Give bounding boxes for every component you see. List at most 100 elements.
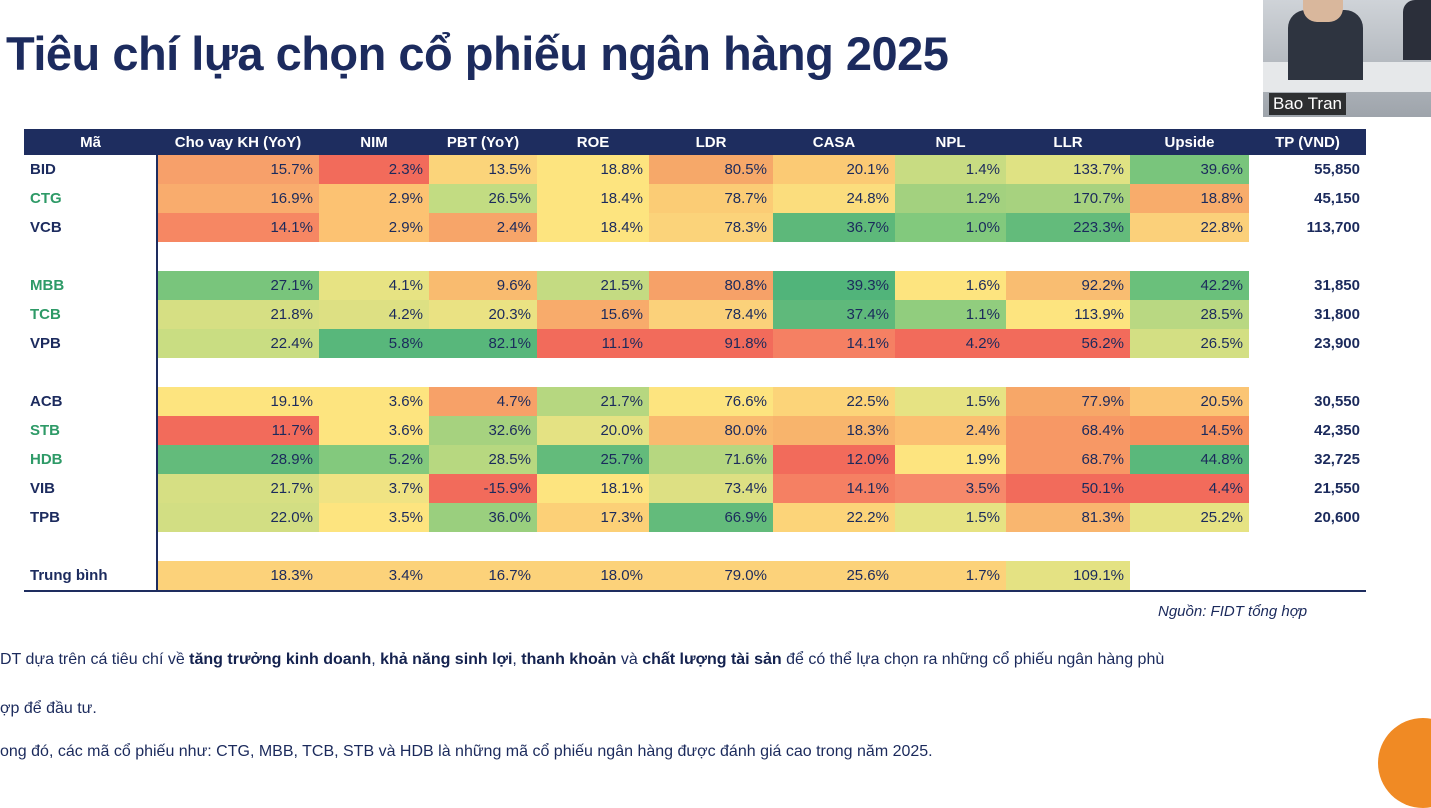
metric-cell: 113.9% (1006, 300, 1130, 329)
table-row: HDB 28.9% 5.2% 28.5% 25.7% 71.6% 12.0% 1.9% 68.7… (24, 445, 1366, 474)
empty-cell (895, 242, 1006, 271)
metric-cell: 1.9% (895, 445, 1006, 474)
average-metric-cell: 3.4% (319, 561, 429, 592)
metric-cell: 9.6% (429, 271, 537, 300)
metric-cell: 18.4% (537, 213, 649, 242)
metric-cell: 21.7% (157, 474, 319, 503)
ticker-cell: VCB (24, 213, 158, 242)
average-metric-cell: 16.7% (429, 561, 537, 592)
column-header: TP (VND) (1249, 129, 1366, 155)
metric-cell: 18.3% (773, 416, 895, 445)
target-price-cell: 31,850 (1314, 277, 1360, 294)
empty-cell (429, 242, 537, 271)
metric-cell: 18.8% (1130, 184, 1249, 213)
metric-cell: 24.8% (773, 184, 895, 213)
table-row: VPB 22.4% 5.8% 82.1% 11.1% 91.8% 14.1% 4.2% 56.2… (24, 329, 1366, 358)
webcam-thumbnail[interactable]: Bao Tran (1263, 0, 1431, 117)
empty-cell (157, 358, 319, 387)
empty-cell (1249, 242, 1366, 271)
metric-cell: 5.8% (319, 329, 429, 358)
column-header: LLR (1006, 129, 1130, 155)
table-row: STB 11.7% 3.6% 32.6% 20.0% 80.0% 18.3% 2.4% 68.4… (24, 416, 1366, 445)
average-metric-cell: 1.7% (895, 561, 1006, 592)
paragraph-text: và (616, 651, 643, 668)
metric-cell: 13.5% (429, 155, 537, 184)
metric-cell: 14.1% (157, 213, 319, 242)
metric-cell: 80.0% (649, 416, 773, 445)
paragraph-emphasis: tăng trưởng kinh doanh (189, 651, 372, 668)
empty-cell (537, 532, 649, 561)
paragraph-emphasis: chất lượng tài sản (642, 651, 782, 668)
metric-cell: 20.5% (1130, 387, 1249, 416)
average-metric-cell: 79.0% (649, 561, 773, 592)
metric-cell: 66.9% (649, 503, 773, 532)
metric-cell: 37.4% (773, 300, 895, 329)
metric-cell: 1.2% (895, 184, 1006, 213)
target-price-cell: 113,700 (1306, 219, 1360, 236)
metric-cell: 76.6% (649, 387, 773, 416)
metric-cell: 22.2% (773, 503, 895, 532)
webcam-name-label: Bao Tran (1269, 93, 1346, 115)
metric-cell: 73.4% (649, 474, 773, 503)
metric-cell: 4.1% (319, 271, 429, 300)
empty-cell (24, 242, 158, 271)
metric-cell: 1.6% (895, 271, 1006, 300)
bank-criteria-table: Mã Cho vay KH (YoY) NIM PBT (YoY) ROE LDR CASA… (24, 129, 1366, 592)
metric-cell: 19.1% (157, 387, 319, 416)
decorative-orange-shape (1378, 718, 1431, 808)
metric-cell: 20.0% (537, 416, 649, 445)
metric-cell: 80.5% (649, 155, 773, 184)
metric-cell: 27.1% (157, 271, 319, 300)
table-header-row: Mã Cho vay KH (YoY) NIM PBT (YoY) ROE LDR CASA… (24, 129, 1366, 155)
empty-cell (649, 358, 773, 387)
ticker-cell: CTG (24, 184, 158, 213)
empty-cell (895, 358, 1006, 387)
metric-cell: 18.1% (537, 474, 649, 503)
metric-cell: 36.0% (429, 503, 537, 532)
slide-title: Tiêu chí lựa chọn cổ phiếu ngân hàng 202… (6, 27, 949, 80)
column-header: LDR (649, 129, 773, 155)
metric-cell: 42.2% (1130, 271, 1249, 300)
column-header: NIM (319, 129, 429, 155)
metric-cell: 50.1% (1006, 474, 1130, 503)
metric-cell: 1.4% (895, 155, 1006, 184)
paragraph-text: , (512, 651, 522, 668)
metric-cell: 28.5% (1130, 300, 1249, 329)
table-row: VIB 21.7% 3.7% -15.9% 18.1% 73.4% 14.1% 3.5% 50.… (24, 474, 1366, 503)
column-header: Upside (1130, 129, 1249, 155)
metric-cell: 78.7% (649, 184, 773, 213)
metric-cell: 68.4% (1006, 416, 1130, 445)
ticker-cell: TCB (24, 300, 158, 329)
metric-cell: 20.1% (773, 155, 895, 184)
empty-cell (1006, 358, 1130, 387)
average-metric-cell: 18.0% (537, 561, 649, 592)
ticker-cell: ACB (24, 387, 158, 416)
metric-cell: 11.1% (537, 329, 649, 358)
metric-cell: 223.3% (1006, 213, 1130, 242)
metric-cell: 170.7% (1006, 184, 1130, 213)
target-price-cell: 45,150 (1314, 190, 1360, 207)
empty-cell (1249, 358, 1366, 387)
ticker-cell: MBB (24, 271, 158, 300)
empty-cell (773, 358, 895, 387)
empty-cell (429, 532, 537, 561)
metric-cell: 32.6% (429, 416, 537, 445)
empty-cell (1130, 242, 1249, 271)
metric-cell: 78.4% (649, 300, 773, 329)
average-metric-cell: 25.6% (773, 561, 895, 592)
spacer-row (24, 532, 1366, 561)
target-price-cell: 32,725 (1314, 451, 1360, 468)
metric-cell: 18.4% (537, 184, 649, 213)
table-row: MBB 27.1% 4.1% 9.6% 21.5% 80.8% 39.3% 1.6% 92.2%… (24, 271, 1366, 300)
target-price-cell: 55,850 (1314, 161, 1360, 178)
metric-cell: 82.1% (429, 329, 537, 358)
table-row: TPB 22.0% 3.5% 36.0% 17.3% 66.9% 22.2% 1.5% 81.3… (24, 503, 1366, 532)
metric-cell: 3.6% (319, 387, 429, 416)
paragraph-emphasis: khả năng sinh lợi (380, 651, 513, 668)
metric-cell: 21.7% (537, 387, 649, 416)
average-metric-cell: 109.1% (1006, 561, 1130, 592)
metric-cell: 56.2% (1006, 329, 1130, 358)
metric-cell: 80.8% (649, 271, 773, 300)
source-note: Nguồn: FIDT tổng hợp (1158, 603, 1308, 620)
empty-cell (319, 242, 429, 271)
